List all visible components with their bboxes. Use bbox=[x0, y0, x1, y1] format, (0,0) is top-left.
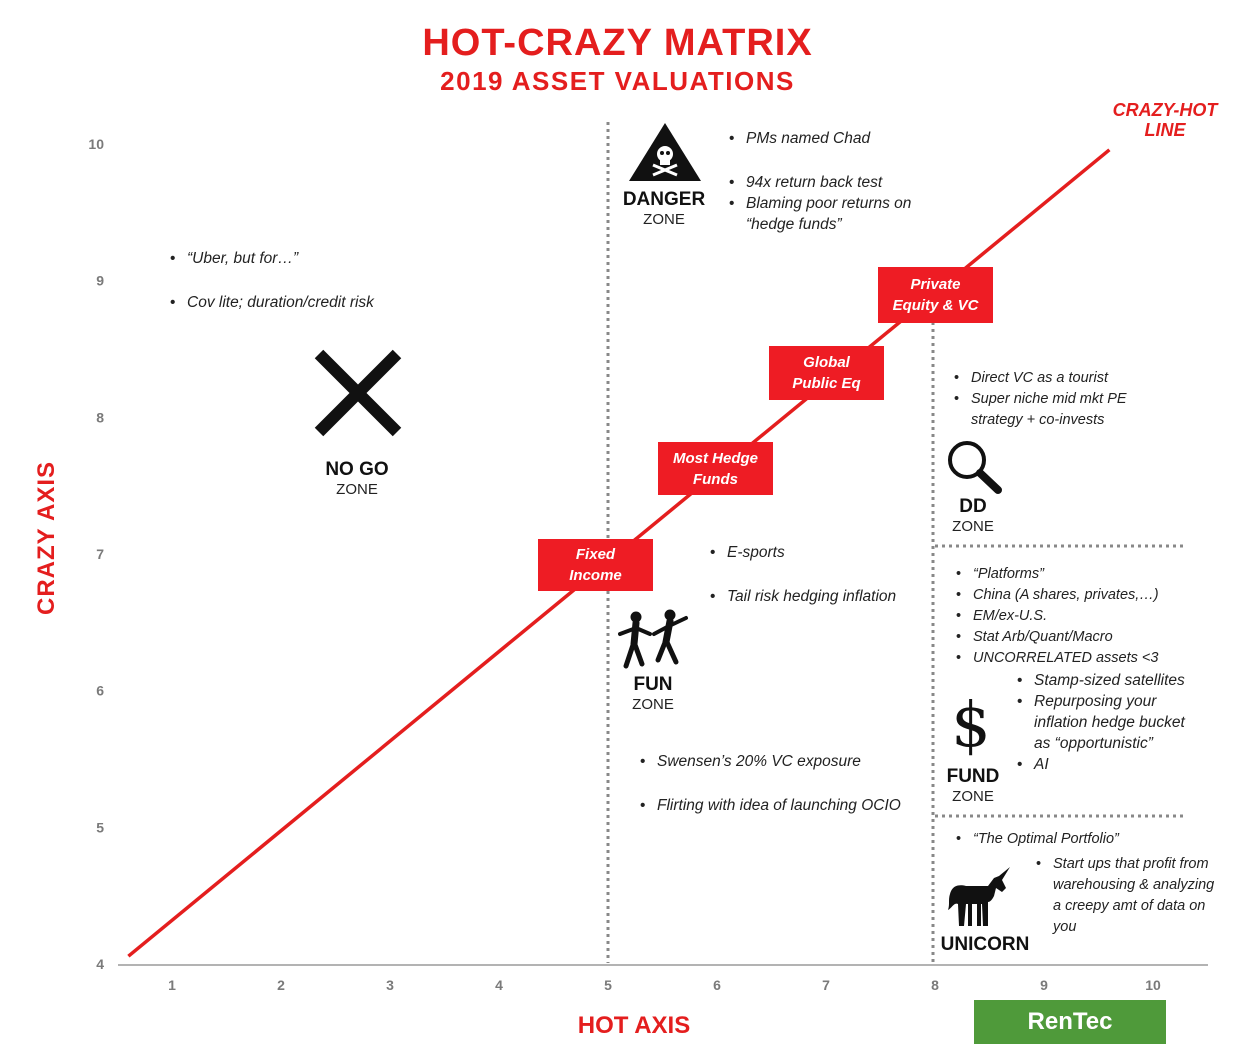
y-tick-label: 6 bbox=[96, 683, 104, 699]
list-item: UNCORRELATED assets <3 bbox=[956, 648, 1196, 669]
fun-bottom-bullets-2: Flirting with idea of launching OCIO bbox=[640, 795, 930, 816]
svg-text:$: $ bbox=[951, 690, 990, 756]
y-tick-label: 10 bbox=[88, 136, 104, 152]
x-tick-label: 3 bbox=[386, 977, 394, 993]
x-mark-icon bbox=[314, 349, 402, 437]
x-tick-label: 7 bbox=[822, 977, 830, 993]
zone-name: FUND bbox=[946, 766, 1000, 787]
zone-name: NO GO bbox=[325, 459, 389, 480]
dd-zone-label: DD ZONE bbox=[933, 496, 1013, 536]
chart-subtitle: 2019 ASSET VALUATIONS bbox=[440, 66, 795, 96]
danger-bullets-1: PMs named Chad bbox=[729, 128, 949, 149]
y-tick-label: 5 bbox=[96, 819, 104, 835]
list-item: PMs named Chad bbox=[729, 128, 949, 149]
global-eq-line-2: Public Eq bbox=[792, 375, 861, 392]
no-go-zone-label: NO GO ZONE bbox=[307, 459, 407, 499]
line-label-line-1: CRAZY-HOT bbox=[1112, 100, 1218, 120]
dollar-icon: $ bbox=[951, 690, 990, 756]
list-item: China (A shares, privates,…) bbox=[956, 585, 1196, 606]
list-item: “The Optimal Portfolio” bbox=[956, 829, 1196, 850]
hedge-funds-line-1: Most Hedge bbox=[672, 449, 758, 467]
fixed-income-line-2: Income bbox=[569, 567, 622, 584]
x-tick-label: 10 bbox=[1145, 977, 1161, 993]
list-item: Direct VC as a tourist bbox=[954, 368, 1154, 389]
x-tick-label: 6 bbox=[713, 977, 721, 993]
x-tick-label: 8 bbox=[931, 977, 939, 993]
label-most-hedge-funds: Most Hedge Funds bbox=[658, 442, 773, 495]
skull-warning-icon bbox=[629, 123, 701, 181]
fun-zone-label: FUN ZONE bbox=[603, 674, 703, 714]
x-tick-label: 9 bbox=[1040, 977, 1048, 993]
list-item: Tail risk hedging inflation bbox=[710, 586, 930, 607]
no-go-bullets: “Uber, but for…” Cov lite; duration/cred… bbox=[170, 248, 430, 313]
fund-zone-label: FUND ZONE bbox=[933, 766, 1013, 806]
zone-sub: ZONE bbox=[632, 696, 674, 713]
fun-top-bullets-1: E-sports bbox=[710, 542, 930, 563]
dancing-people-icon bbox=[618, 609, 688, 669]
list-item: Start ups that profit from warehousing &… bbox=[1036, 854, 1216, 938]
danger-bullets-2: 94x return back test Blaming poor return… bbox=[729, 172, 929, 235]
x-tick-label: 2 bbox=[277, 977, 285, 993]
x-tick-label: 1 bbox=[168, 977, 176, 993]
x-tick-label: 4 bbox=[495, 977, 503, 993]
crazy-hot-line-label: CRAZY-HOT LINE bbox=[1095, 100, 1235, 140]
fund-sub-bullets: Stamp-sized satellites Repurposing your … bbox=[1017, 670, 1197, 775]
unicorn-icon bbox=[948, 867, 1010, 926]
label-global-public-eq: Global Public Eq bbox=[769, 346, 884, 400]
private-eq-line-2: Equity & VC bbox=[892, 297, 979, 314]
y-tick-label: 9 bbox=[96, 273, 104, 289]
y-tick-label: 7 bbox=[96, 546, 104, 562]
list-item: Repurposing your inflation hedge bucket … bbox=[1017, 691, 1197, 754]
fun-top-bullets-2: Tail risk hedging inflation bbox=[710, 586, 930, 607]
line-label-line-2: LINE bbox=[1144, 120, 1186, 140]
list-item: Stamp-sized satellites bbox=[1017, 670, 1197, 691]
list-item: AI bbox=[1017, 754, 1197, 775]
label-private-equity-vc: Private Equity & VC bbox=[878, 267, 993, 323]
zone-name: DD bbox=[959, 496, 987, 517]
chart-title: HOT-CRAZY MATRIX bbox=[422, 22, 813, 64]
fund-top-bullets: “Platforms” China (A shares, privates,…)… bbox=[956, 564, 1196, 669]
zone-sub: ZONE bbox=[336, 481, 378, 498]
rentec-badge: RenTec bbox=[974, 1000, 1166, 1044]
zone-sub: ZONE bbox=[952, 518, 994, 535]
list-item: Super niche mid mkt PE strategy + co-inv… bbox=[954, 389, 1154, 431]
y-tick-label: 8 bbox=[96, 409, 104, 425]
private-eq-line-1: Private bbox=[910, 276, 961, 293]
list-item: Blaming poor returns on “hedge funds” bbox=[729, 193, 929, 235]
zone-sub: ZONE bbox=[952, 788, 994, 805]
y-axis-label: CRAZY AXIS bbox=[33, 460, 60, 616]
zone-sub: ZONE bbox=[643, 211, 685, 228]
hedge-funds-line-2: Funds bbox=[692, 470, 738, 488]
list-item: Flirting with idea of launching OCIO bbox=[640, 795, 930, 816]
unicorn-top-bullets: “The Optimal Portfolio” bbox=[956, 829, 1196, 850]
zone-name: DANGER bbox=[622, 189, 706, 210]
list-item: “Uber, but for…” bbox=[170, 248, 430, 269]
y-tick-label: 4 bbox=[96, 956, 104, 972]
x-tick-label: 5 bbox=[604, 977, 612, 993]
list-item: Stat Arb/Quant/Macro bbox=[956, 627, 1196, 648]
list-item: Swensen’s 20% VC exposure bbox=[640, 751, 920, 772]
zone-name: UNICORN bbox=[940, 934, 1030, 955]
list-item: “Platforms” bbox=[956, 564, 1196, 585]
list-item: 94x return back test bbox=[729, 172, 929, 193]
unicorn-sub-bullets: Start ups that profit from warehousing &… bbox=[1036, 854, 1216, 938]
fun-bottom-bullets-1: Swensen’s 20% VC exposure bbox=[640, 751, 920, 772]
label-fixed-income: Fixed Income bbox=[538, 539, 653, 591]
dd-bullets: Direct VC as a tourist Super niche mid m… bbox=[954, 368, 1154, 431]
list-item: Cov lite; duration/credit risk bbox=[170, 292, 430, 313]
list-item: E-sports bbox=[710, 542, 930, 563]
x-axis-label: HOT AXIS bbox=[577, 1012, 691, 1039]
global-eq-line-1: Global bbox=[803, 354, 850, 371]
magnifier-icon bbox=[948, 441, 1002, 494]
fixed-income-line-1: Fixed bbox=[575, 546, 616, 563]
danger-zone-label: DANGER ZONE bbox=[614, 189, 714, 229]
zone-name: FUN bbox=[633, 674, 673, 695]
unicorn-zone-label: UNICORN bbox=[935, 934, 1035, 956]
list-item: EM/ex-U.S. bbox=[956, 606, 1196, 627]
